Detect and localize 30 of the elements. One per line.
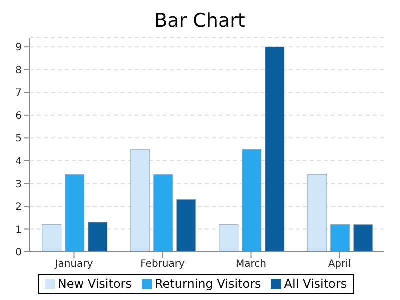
- x-tick-label: March: [236, 259, 266, 270]
- y-tick-label: 3: [16, 179, 22, 190]
- y-tick-label: 7: [16, 88, 22, 100]
- y-tick-label: 1: [16, 224, 22, 236]
- y-tick-label: 2: [16, 202, 22, 214]
- bar: [330, 224, 350, 252]
- bar: [242, 149, 262, 252]
- y-tick-label: 6: [16, 110, 22, 122]
- bar: [354, 224, 374, 252]
- bar: [176, 199, 196, 252]
- bar: [88, 222, 108, 252]
- bar: [65, 174, 85, 252]
- bar: [42, 224, 62, 252]
- bar: [265, 46, 285, 252]
- bar: [219, 224, 239, 252]
- y-tick-label: 8: [16, 65, 22, 76]
- bar: [154, 174, 174, 252]
- x-tick-label: April: [328, 259, 352, 270]
- y-tick-label: 0: [16, 248, 22, 259]
- x-tick-label: February: [140, 259, 185, 270]
- bar: [130, 149, 150, 252]
- chart-title: Bar Chart: [154, 9, 246, 34]
- legend-label: New Visitors: [56, 277, 132, 291]
- y-tick-label: 5: [16, 134, 22, 145]
- y-tick-label: 4: [16, 156, 22, 168]
- x-tick-label: January: [54, 259, 94, 270]
- bar: [308, 174, 328, 252]
- y-tick-label: 9: [16, 42, 22, 54]
- legend-label: All Visitors: [283, 277, 348, 291]
- legend-label: Returning Visitors: [154, 277, 262, 291]
